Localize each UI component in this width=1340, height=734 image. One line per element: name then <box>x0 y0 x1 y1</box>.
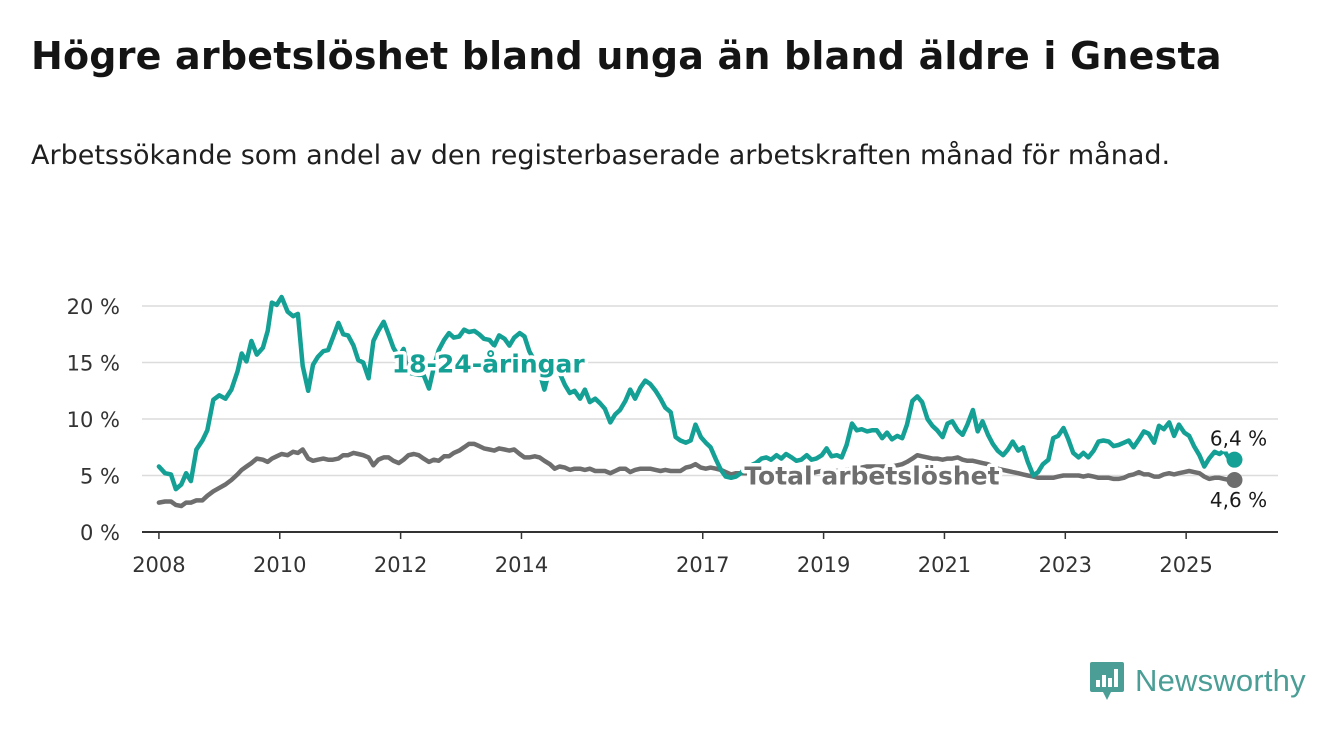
x-tick-label: 2025 <box>1159 553 1212 577</box>
x-tick-label: 2019 <box>797 553 850 577</box>
y-axis: 0 % 5 % 10 % 15 % 20 % <box>67 295 120 545</box>
y-tick-label: 0 % <box>80 521 120 545</box>
end-label-youth-halo: 6,4 % <box>1210 427 1267 451</box>
y-tick-label: 10 % <box>67 408 120 432</box>
end-label-total: 4,6 % <box>1210 488 1267 512</box>
brand-logo: Newsworthy <box>1089 660 1306 702</box>
series-label-total: Total arbetslöshet <box>744 462 999 491</box>
newsworthy-chart-icon <box>1090 662 1124 700</box>
chart-subtitle: Arbetssökande som andel av den registerb… <box>31 140 1171 171</box>
series-label-youth-halo: 18-24-åringar <box>392 350 586 379</box>
series-line-total <box>156 441 1237 509</box>
series-line-youth <box>156 294 1237 492</box>
y-tick-label: 15 % <box>67 352 120 376</box>
x-tick-label: 2023 <box>1039 553 1092 577</box>
series-lines <box>156 294 1243 509</box>
x-tick-label: 2014 <box>495 553 548 577</box>
chart-title: Högre arbetslöshet bland unga än bland ä… <box>31 34 1222 78</box>
x-axis: 2008 2010 2012 2014 2017 2019 2021 2023 2025 <box>132 531 1278 577</box>
series-label-total-halo: Total arbetslöshet <box>744 462 999 491</box>
y-tick-label: 20 % <box>67 295 120 319</box>
brand-name: Newsworthy <box>1135 663 1306 698</box>
x-tick-label: 2017 <box>676 553 729 577</box>
end-label-total-halo: 4,6 % <box>1210 488 1267 512</box>
series-label-youth: 18-24-åringar <box>392 350 586 379</box>
series-labels: 6,4 %6,4 %4,6 %4,6 %18-24-åringar18-24-å… <box>388 346 1270 516</box>
end-point-total <box>1226 472 1243 489</box>
x-tick-label: 2008 <box>132 553 185 577</box>
x-tick-label: 2010 <box>253 553 306 577</box>
y-tick-label: 5 % <box>80 465 120 489</box>
x-tick-label: 2021 <box>918 553 971 577</box>
end-label-youth: 6,4 % <box>1210 427 1267 451</box>
x-tick-label: 2012 <box>374 553 427 577</box>
end-point-youth <box>1226 451 1243 468</box>
